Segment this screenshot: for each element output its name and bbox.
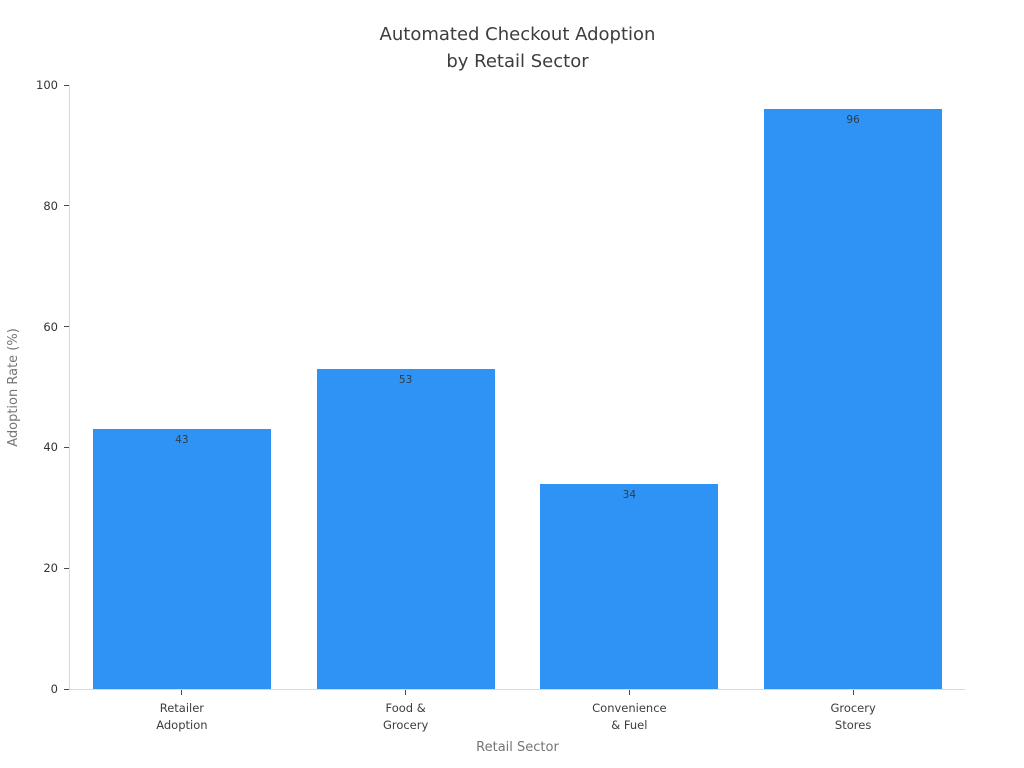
x-tick-mark xyxy=(628,690,630,695)
bar xyxy=(540,483,719,689)
bar-value-label: 43 xyxy=(175,434,189,447)
x-axis-title: Retail Sector xyxy=(476,740,559,755)
y-tick-label: 0 xyxy=(50,682,58,696)
x-cat-label-line: Grocery xyxy=(382,718,429,732)
y-axis-title-text: Adoption Rate (%) xyxy=(5,327,21,447)
x-cat-label-line: Food & xyxy=(385,701,426,715)
x-cat-label: Convenience & Fuel xyxy=(518,700,742,734)
bar-value-label: 53 xyxy=(398,373,413,386)
y-axis-title: Adoption Rate (%) xyxy=(3,85,23,689)
y-tick-mark xyxy=(64,84,69,86)
bar-value-label: 96 xyxy=(846,114,860,127)
x-cat-label: Retailer Adoption xyxy=(70,700,294,734)
x-cat-label-line: Retailer xyxy=(159,701,205,715)
y-tick-mark xyxy=(64,567,69,569)
x-cat-label-line: Stores xyxy=(834,718,872,732)
x-cat-label-line: Grocery xyxy=(830,701,876,715)
x-axis-line xyxy=(69,689,965,690)
y-tick-label: 20 xyxy=(43,561,58,576)
y-tick-label: 60 xyxy=(43,319,58,334)
y-tick-label: 80 xyxy=(43,198,58,213)
bar xyxy=(764,109,943,689)
y-tick-mark xyxy=(64,446,69,448)
y-tick-label: 40 xyxy=(43,440,58,455)
chart-title: Automated Checkout Adoption by Retail Se… xyxy=(70,21,965,75)
plot-area: 0 20 40 60 80 100 43 Retailer Adoption 53 Food & Gr… xyxy=(36,78,965,732)
y-tick-label: 100 xyxy=(36,78,58,92)
x-cat-label: Grocery Stores xyxy=(741,700,965,734)
x-cat-label-line: & Fuel xyxy=(611,718,648,732)
bar xyxy=(316,368,495,689)
y-axis-line xyxy=(69,85,70,690)
x-cat-label-line: Convenience xyxy=(592,701,667,715)
x-cat-label-line: Adoption xyxy=(156,718,208,732)
x-cat-label: Food & Grocery xyxy=(294,700,518,734)
x-tick-mark xyxy=(181,690,183,695)
y-tick-mark xyxy=(64,205,69,207)
bar-value-label: 34 xyxy=(622,488,637,501)
x-tick-mark xyxy=(405,690,407,695)
bar xyxy=(92,429,271,689)
y-tick-mark xyxy=(64,326,69,328)
y-tick-mark xyxy=(64,688,69,690)
chart-title-line-2: by Retail Sector xyxy=(446,51,589,72)
chart-title-line-1: Automated Checkout Adoption xyxy=(379,24,656,45)
x-tick-mark xyxy=(852,690,854,695)
